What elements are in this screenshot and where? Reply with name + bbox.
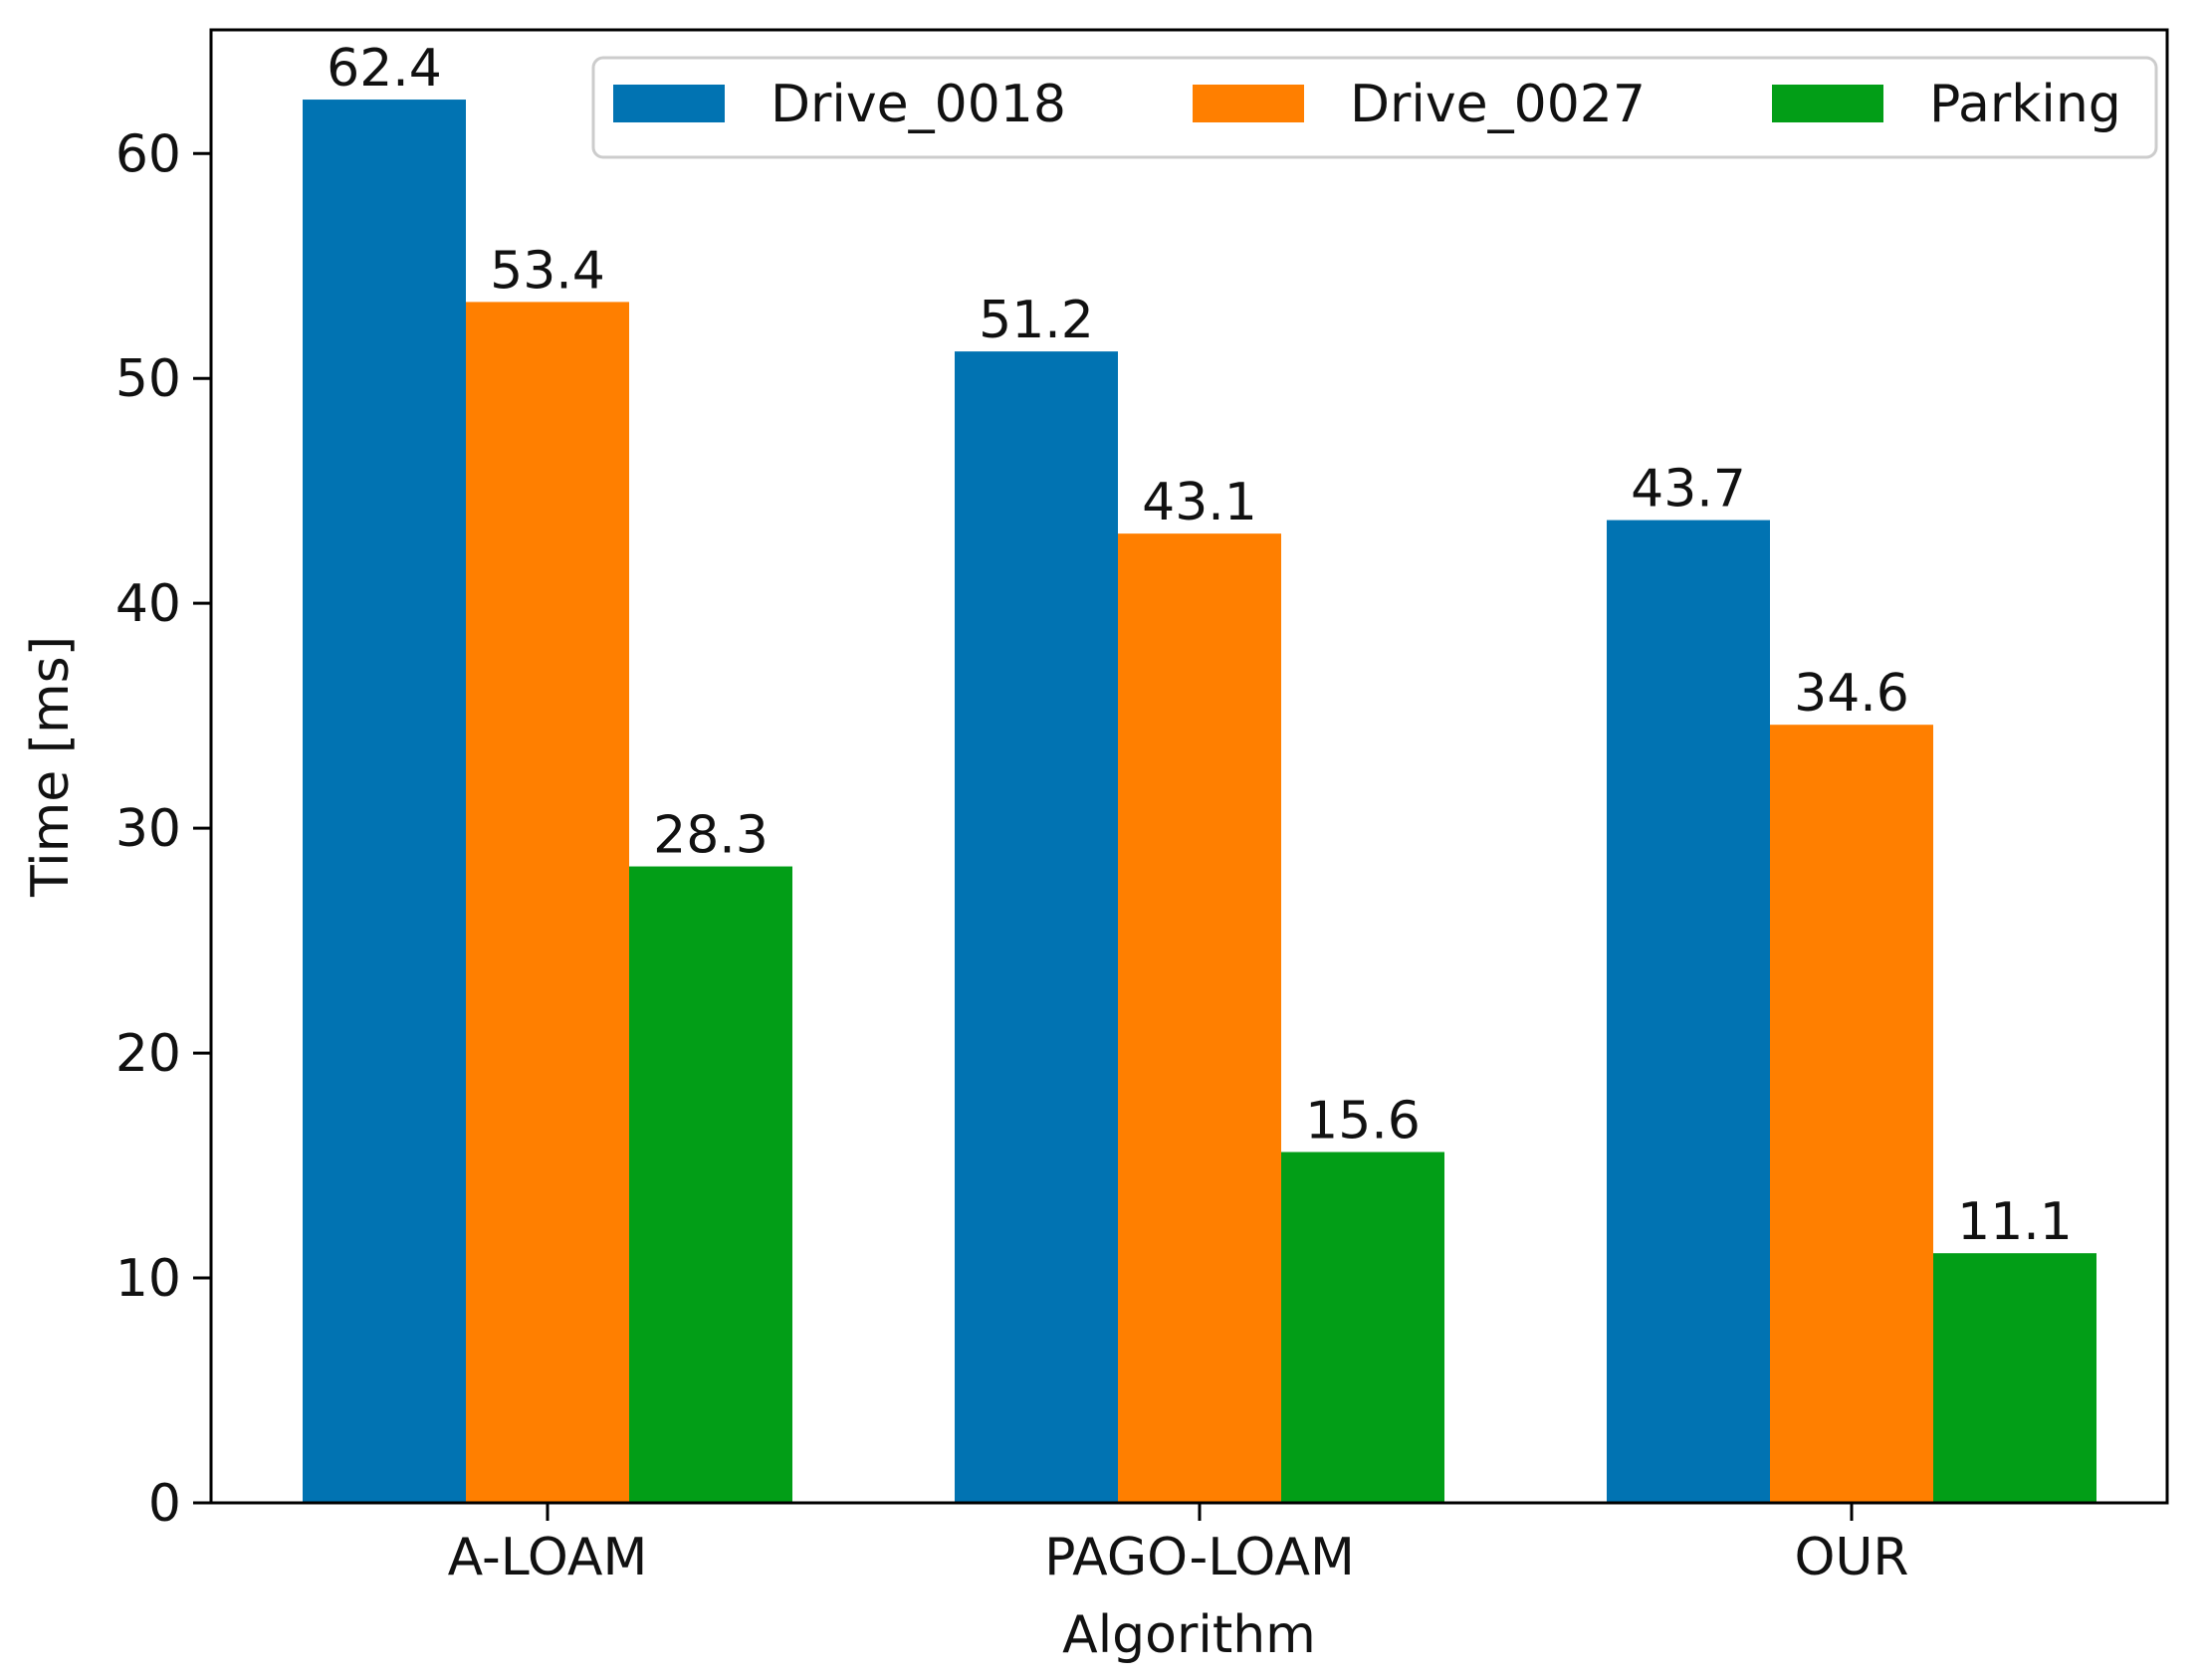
bar-drive-0027-our: [1770, 725, 1933, 1503]
legend-label: Parking: [1929, 75, 2121, 134]
data-label: 51.2: [979, 291, 1094, 350]
legend-swatch-drive-0018: [613, 85, 725, 122]
plot-frame: [209, 28, 2169, 1505]
y-tick-label: 50: [115, 349, 181, 409]
data-label: 28.3: [653, 806, 769, 866]
data-label: 11.1: [1957, 1192, 2073, 1252]
bar-drive-0018-our: [1607, 520, 1770, 1503]
legend-label: Drive_0018: [771, 75, 1066, 134]
bar-parking-our: [1933, 1253, 2096, 1503]
legend-swatch-drive-0027: [1193, 85, 1304, 122]
data-label: 43.1: [1142, 473, 1257, 532]
data-label: 34.6: [1794, 664, 1909, 724]
data-label: 43.7: [1631, 460, 1746, 520]
y-tick-label: 30: [115, 799, 181, 859]
legend-box: [591, 56, 2158, 159]
bar-parking-pago-loam: [1281, 1152, 1444, 1503]
x-axis-ticks: A-LOAM PAGO-LOAM OUR: [448, 1503, 1909, 1587]
y-tick-label: 40: [115, 574, 181, 634]
bar-drive-0018-a-loam: [303, 100, 466, 1504]
data-labels-layer: 62.4 51.2 43.7 53.4 43.1 34.6 28.3 15.6 11.1: [327, 39, 2073, 1252]
y-tick-label: 0: [148, 1474, 181, 1534]
bars-layer: [303, 100, 2096, 1504]
legend-label: Drive_0027: [1350, 75, 1646, 134]
bar-parking-a-loam: [629, 866, 792, 1503]
legend: Drive_0018 Drive_0027 Parking: [591, 56, 2158, 159]
data-label: 15.6: [1305, 1092, 1421, 1152]
y-axis-title: Time [ms]: [21, 636, 81, 898]
x-tick-label: OUR: [1794, 1528, 1908, 1587]
y-tick-label: 20: [115, 1024, 181, 1084]
y-axis-ticks: 0 10 20 30 40 50 60: [115, 124, 211, 1534]
bar-drive-0018-pago-loam: [955, 351, 1118, 1503]
y-tick-label: 10: [115, 1249, 181, 1309]
x-axis-title: Algorithm: [1062, 1605, 1316, 1665]
x-tick-label: PAGO-LOAM: [1044, 1528, 1355, 1587]
data-label: 62.4: [327, 39, 442, 99]
y-tick-label: 60: [115, 124, 181, 184]
data-label: 53.4: [490, 241, 605, 301]
legend-swatch-parking: [1772, 85, 1883, 122]
bar-drive-0027-pago-loam: [1118, 533, 1281, 1503]
x-tick-label: A-LOAM: [448, 1528, 648, 1587]
bar-drive-0027-a-loam: [466, 302, 629, 1504]
